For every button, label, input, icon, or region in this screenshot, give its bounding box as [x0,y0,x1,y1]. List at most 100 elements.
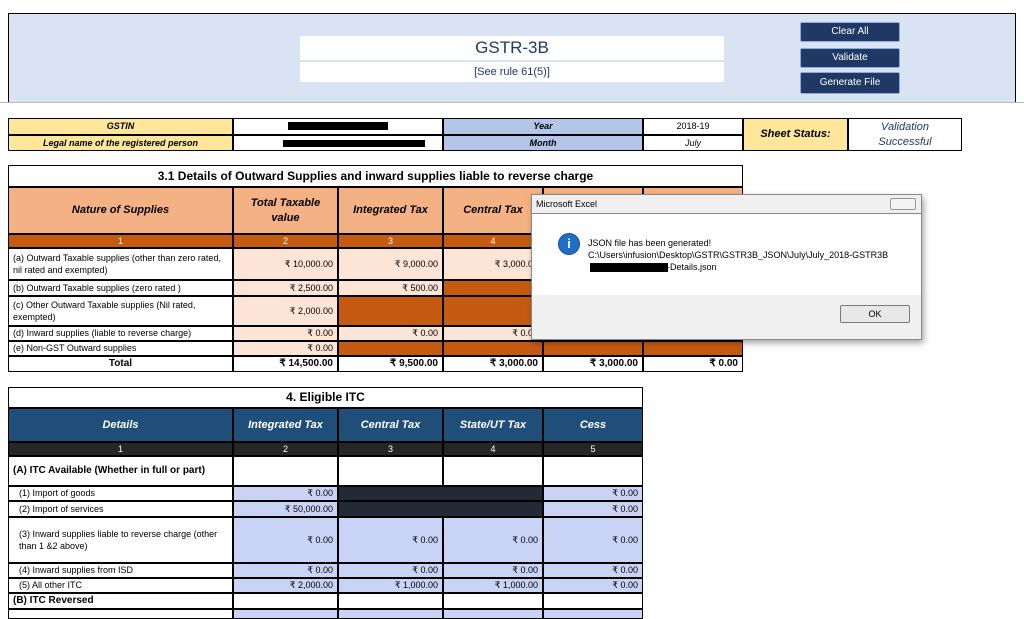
value-cell: ₹ 0.00 [233,563,338,578]
value-cell: ₹ 3,000.00 [443,248,543,280]
info-icon-glyph: i [567,236,571,252]
empty-cell [338,609,443,619]
row-label: (1) Import of goods [8,486,233,501]
value-cell: ₹ 0.00 [443,563,543,578]
blocked-cell [643,341,743,356]
value-cell: ₹ 0.00 [338,517,443,563]
dialog-path: C:\Users\infusion\Desktop\GSTR\GSTR3B_JS… [588,249,918,262]
blocked-cell [543,341,643,356]
column-header: Central Tax [338,408,443,442]
empty-cell [233,609,338,619]
blocked-cell [338,341,443,356]
empty-cell [233,593,338,609]
blocked-cell [338,296,443,326]
empty-cell [543,593,643,609]
value-cell: ₹ 1,000.00 [443,578,543,593]
label: Legal name of the registered person [8,135,233,151]
subtitle: [See rule 61(5)] [300,62,724,82]
blocked-cell [443,280,543,296]
value-cell: ₹ 0.00 [543,578,643,593]
column-number: 4 [443,442,543,456]
value: July [643,135,743,151]
redaction [283,140,425,147]
column-header: Integrated Tax [338,187,443,234]
button[interactable]: Validate [800,48,900,68]
column-number: 2 [233,234,338,248]
value-cell: ₹ 10,000.00 [233,248,338,280]
value-cell: ₹ 0.00 [233,486,338,501]
value-cell: ₹ 0.00 [443,326,543,341]
row-label: (e) Non-GST Outward supplies [8,341,233,356]
row-label: (a) Outward Taxable supplies (other than… [8,248,233,280]
row-label: (3) Inward supplies liable to reverse ch… [8,517,233,563]
value-cell: ₹ 0.00 [233,326,338,341]
total-value: ₹ 3,000.00 [443,356,543,372]
row-label: (5) All other ITC [8,578,233,593]
value-cell: ₹ 9,000.00 [338,248,443,280]
column-header: Details [8,408,233,442]
row-label: (4) Inward supplies from ISD [8,563,233,578]
column-number: 2 [233,442,338,456]
column-number: 3 [338,442,443,456]
blocked-cell [338,501,543,517]
row-label: (d) Inward supplies (liable to reverse c… [8,326,233,341]
row-label: (A) ITC Available (Whether in full or pa… [8,456,233,486]
column-header: Central Tax [443,187,543,234]
total-value: ₹ 0.00 [643,356,743,372]
value-cell: ₹ 0.00 [543,563,643,578]
ok-button[interactable]: OK [840,305,910,323]
title: GSTR-3B [300,36,724,60]
column-number: 1 [8,442,233,456]
empty-cell [543,609,643,619]
total-value: ₹ 14,500.00 [233,356,338,372]
value-cell: ₹ 500.00 [338,280,443,296]
divider [0,102,1024,103]
value-cell: ₹ 2,000.00 [233,296,338,326]
column-header: Nature of Supplies [8,187,233,234]
empty-cell [443,593,543,609]
total-value: ₹ 3,000.00 [543,356,643,372]
column-header: Total Taxable value [233,187,338,234]
row-label: (B) ITC Reversed [8,593,233,609]
row-label: (2) Import of services [8,501,233,517]
total-value: ₹ 9,500.00 [338,356,443,372]
value-cell: ₹ 0.00 [543,486,643,501]
label: Sheet Status: [743,118,848,151]
column-number: 1 [8,234,233,248]
button[interactable]: Clear All [800,22,900,42]
column-number: 5 [543,442,643,456]
empty-cell [443,609,543,619]
blocked-cell [443,341,543,356]
empty-cell [443,456,543,486]
total-label: Total [8,356,233,372]
status: Validation Successful [848,118,962,151]
column-number: 3 [338,234,443,248]
label: Year [443,118,643,135]
column-header: Integrated Tax [233,408,338,442]
column-number: 4 [443,234,543,248]
value-cell: ₹ 0.00 [338,326,443,341]
info-icon [558,233,580,255]
label: GSTIN [8,118,233,135]
table-title: 4. Eligible ITC [8,387,643,408]
redaction [590,263,668,272]
value-cell: ₹ 50,000.00 [233,501,338,517]
column-header: Cess [543,408,643,442]
close-button[interactable] [890,198,916,210]
empty-cell [338,593,443,609]
value-cell: ₹ 0.00 [233,517,338,563]
value-cell: ₹ 0.00 [338,563,443,578]
button[interactable]: Generate File [800,72,900,94]
blocked-cell [338,486,543,501]
row-label: (c) Other Outward Taxable supplies (Nil … [8,296,233,326]
value-cell: ₹ 0.00 [543,501,643,517]
value-cell: ₹ 2,000.00 [233,578,338,593]
dialog-path: -Details.json [667,262,717,273]
empty-cell [8,609,233,619]
value-cell: ₹ 0.00 [543,517,643,563]
row-label: (b) Outward Taxable supplies (zero rated… [8,280,233,296]
dialog-message: JSON file has been generated! [588,237,918,250]
value-cell: ₹ 0.00 [233,341,338,356]
empty-cell [543,456,643,486]
